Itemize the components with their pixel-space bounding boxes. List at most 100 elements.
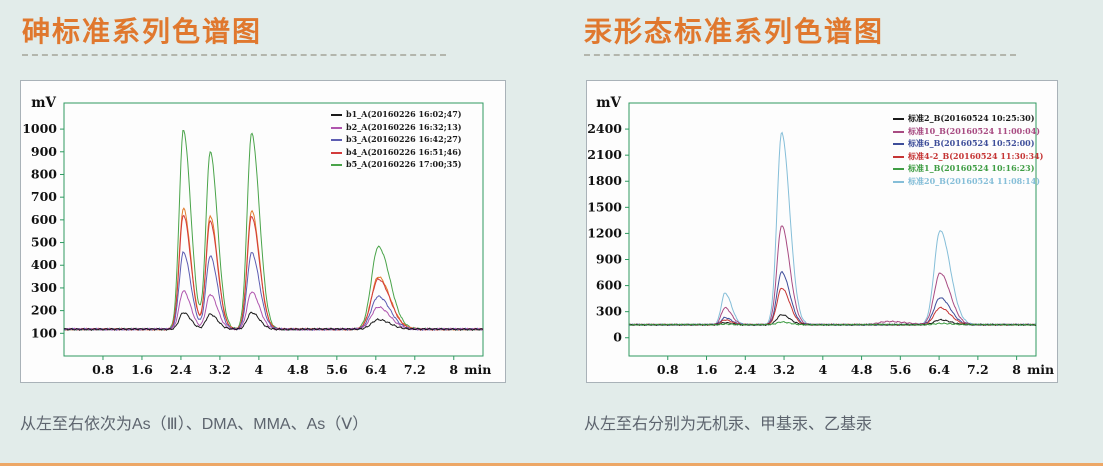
series-trace-2 (628, 270, 1037, 327)
legend-label: b4_A(20160226 16:51;46) (346, 146, 462, 157)
legend-marker (893, 130, 904, 133)
x-tick-label: 5.6 (889, 362, 911, 377)
y-tick-label: 0 (613, 330, 622, 345)
legend-item: 标准1_B(20160524 10:16:23) (893, 162, 1043, 175)
x-tick-label: 5.6 (326, 362, 348, 377)
x-tick-label: 2.4 (170, 362, 192, 377)
x-tick-label: 8 (449, 362, 458, 377)
x-tick-label: 3.2 (209, 362, 231, 377)
bottom-accent-bar (0, 463, 1103, 466)
x-tick-label: 6.4 (365, 362, 387, 377)
legend-item: 标准2_B(20160524 10:25:30) (893, 112, 1043, 125)
series-trace-1 (63, 290, 484, 331)
x-axis-unit-label: min (464, 362, 491, 377)
mercury-caption: 从左至右分别为无机汞、甲基汞、乙基汞 (584, 416, 873, 433)
x-tick-label: 4 (818, 362, 827, 377)
legend-item: 标准4-2_B(20160524 11:30:34) (893, 150, 1043, 163)
arsenic-chromatogram-plot: 100 200 300 400 500 600 700 800 900 1000 mV 0.8 1.6 2… (22, 95, 491, 377)
y-tick-label: 500 (31, 235, 57, 250)
mercury-title-divider (584, 54, 1016, 56)
x-tick-label: 1.6 (131, 362, 153, 377)
series-trace-3 (63, 214, 484, 331)
x-tick-label: 2.4 (734, 362, 756, 377)
legend-item: b5_A(20160226 17:00;35) (331, 158, 462, 171)
legend-label: b5_A(20160226 17:00;35) (346, 159, 462, 169)
series-trace-0 (63, 311, 484, 331)
legend-marker (331, 164, 342, 166)
mercury-legend: 标准2_B(20160524 10:25:30) 标准10_B(20160524 … (893, 112, 1043, 187)
y-tick-label: 2100 (587, 147, 622, 162)
x-tick-label: 7.2 (404, 362, 426, 377)
legend-marker (331, 114, 342, 116)
x-tick-label: 6.4 (928, 362, 950, 377)
y-tick-label: 600 (596, 278, 622, 293)
legend-marker (331, 126, 342, 129)
legend-label: b3_A(20160226 16:42;27) (346, 134, 462, 144)
arsenic-legend: b1_A(20160226 16:02;47) b2_A(20160226 16:… (331, 108, 462, 171)
legend-label: b2_A(20160226 16:32;13) (346, 121, 462, 132)
y-tick-label: 1800 (587, 173, 622, 188)
legend-item: 标准10_B(20160524 11:00:04) (893, 125, 1043, 138)
legend-item: b2_A(20160226 16:32;13) (331, 121, 462, 134)
y-tick-label: 1200 (587, 225, 622, 240)
y-tick-label: 300 (31, 280, 57, 295)
x-tick-label: 8 (1012, 362, 1021, 377)
series-trace-3 (628, 287, 1037, 327)
x-tick-label: 3.2 (773, 362, 795, 377)
legend-label: 标准10_B(20160524 11:00:04) (908, 125, 1041, 136)
y-tick-label: 100 (31, 325, 57, 340)
x-tick-label: 4 (255, 362, 264, 377)
x-tick-label: 4.8 (287, 362, 309, 377)
legend-marker (893, 118, 904, 120)
legend-marker (893, 180, 904, 183)
y-tick-label: 900 (31, 144, 57, 159)
legend-marker (893, 168, 904, 170)
y-tick-label: 2400 (587, 121, 622, 136)
mercury-chart-card: 0 300 600 900 1200 1500 1800 2100 2400 mV 0.8 1.6 2.… (586, 80, 1058, 383)
y-tick-label: 300 (596, 304, 622, 319)
legend-marker (893, 155, 904, 158)
series-trace-1 (628, 225, 1037, 327)
legend-label: 标准4-2_B(20160524 11:30:34) (908, 150, 1044, 161)
series-trace-4 (628, 321, 1037, 327)
legend-marker (331, 151, 342, 154)
x-tick-label: 4.8 (851, 362, 873, 377)
series-trace-2 (63, 251, 484, 332)
legend-marker (893, 143, 904, 145)
legend-item: 标准6_B(20160524 10:52:00) (893, 137, 1043, 150)
x-axis-unit-label: min (1027, 362, 1054, 377)
axis-frame (628, 102, 1037, 357)
arsenic-title-divider (22, 54, 446, 56)
legend-label: 标准6_B(20160524 10:52:00) (908, 138, 1035, 148)
legend-item: 标准20_B(20160524 11:08:14) (893, 175, 1043, 188)
arsenic-section-title: 砷标准系列色谱图 (22, 15, 263, 48)
legend-item: b4_A(20160226 16:51;46) (331, 146, 462, 159)
arsenic-caption: 从左至右依次为As（Ⅲ）、DMA、MMA、As（Ⅴ） (20, 416, 369, 433)
legend-label: b1_A(20160226 16:02;47) (346, 109, 462, 119)
y-tick-label: 600 (31, 212, 57, 227)
legend-label: 标准1_B(20160524 10:16:23) (908, 163, 1035, 173)
y-axis-unit-label: mV (31, 95, 56, 111)
mercury-chromatogram-plot: 0 300 600 900 1200 1500 1800 2100 2400 mV 0.8 1.6 2.… (587, 95, 1054, 377)
legend-item: b1_A(20160226 16:02;47) (331, 108, 462, 121)
axis-frame (63, 102, 484, 357)
x-tick-label: 7.2 (967, 362, 989, 377)
legend-item: b3_A(20160226 16:42;27) (331, 133, 462, 146)
y-tick-label: 800 (31, 166, 57, 181)
x-tick-label: 1.6 (696, 362, 718, 377)
mercury-section-title: 汞形态标准系列色谱图 (584, 15, 885, 48)
x-tick-label: 0.8 (657, 362, 679, 377)
series-trace-0 (628, 314, 1037, 327)
y-tick-label: 1500 (587, 199, 622, 214)
legend-marker (331, 139, 342, 141)
y-tick-label: 400 (31, 257, 57, 272)
x-tick-label: 0.8 (92, 362, 114, 377)
legend-label: 标准2_B(20160524 10:25:30) (908, 113, 1035, 123)
y-tick-label: 1000 (22, 121, 57, 136)
y-tick-label: 700 (31, 189, 57, 204)
y-tick-label: 900 (596, 251, 622, 266)
y-axis-unit-label: mV (596, 95, 621, 111)
series-trace-4 (63, 207, 484, 331)
legend-label: 标准20_B(20160524 11:08:14) (908, 175, 1041, 186)
